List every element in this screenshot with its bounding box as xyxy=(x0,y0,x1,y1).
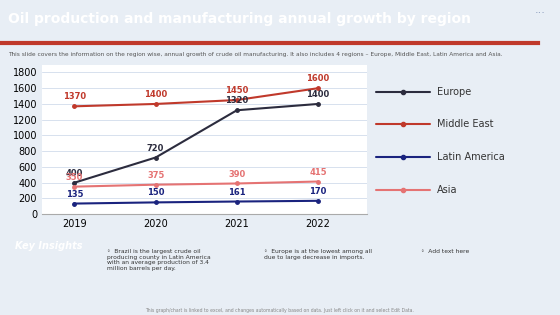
Text: 1400: 1400 xyxy=(144,90,167,99)
Text: ···: ··· xyxy=(535,8,546,18)
Text: Key Insights: Key Insights xyxy=(15,241,83,251)
Text: 375: 375 xyxy=(147,171,165,180)
Text: This slide covers the information on the region wise, annual growth of crude oil: This slide covers the information on the… xyxy=(8,52,503,57)
Text: 161: 161 xyxy=(228,187,246,197)
Text: Europe: Europe xyxy=(437,87,471,96)
Text: Asia: Asia xyxy=(437,185,458,195)
Text: 1450: 1450 xyxy=(225,86,249,95)
Text: 1400: 1400 xyxy=(306,90,330,99)
Text: 350: 350 xyxy=(66,173,83,182)
Text: ◦  Brazil is the largest crude oil
producing county in Latin America
with an ave: ◦ Brazil is the largest crude oil produc… xyxy=(107,249,211,271)
Text: 170: 170 xyxy=(309,187,327,196)
Text: Latin America: Latin America xyxy=(437,152,505,162)
Text: This graph/chart is linked to excel, and changes automatically based on data. Ju: This graph/chart is linked to excel, and… xyxy=(146,308,414,313)
Text: Middle East: Middle East xyxy=(437,119,493,129)
Text: Oil production and manufacturing annual growth by region: Oil production and manufacturing annual … xyxy=(8,12,472,26)
Text: ◦  Europe is at the lowest among all
due to large decrease in imports.: ◦ Europe is at the lowest among all due … xyxy=(264,249,372,260)
Text: 1370: 1370 xyxy=(63,92,86,101)
Text: 720: 720 xyxy=(147,144,165,152)
Text: 1600: 1600 xyxy=(306,74,330,83)
Text: 135: 135 xyxy=(66,190,83,199)
Text: 150: 150 xyxy=(147,188,165,198)
Text: 400: 400 xyxy=(66,169,83,178)
Text: ◦  Add text here: ◦ Add text here xyxy=(421,249,469,254)
Text: 390: 390 xyxy=(228,169,245,179)
Text: 415: 415 xyxy=(309,168,327,177)
Text: 1320: 1320 xyxy=(225,96,249,105)
